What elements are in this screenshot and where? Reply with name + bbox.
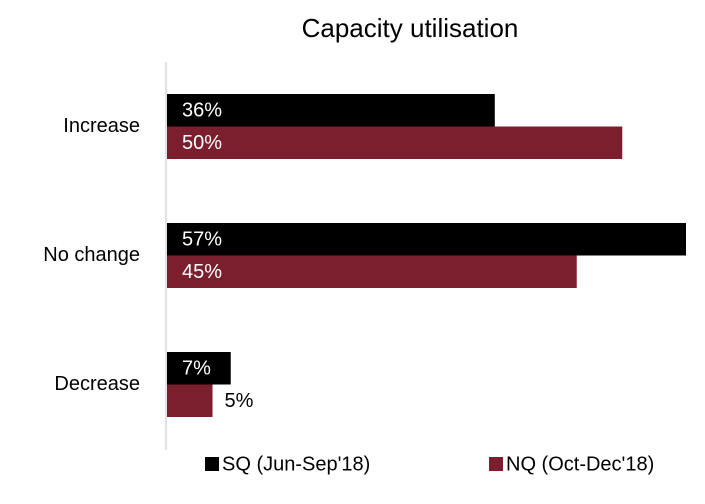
bar	[167, 223, 686, 256]
bar	[167, 255, 577, 288]
data-label: 57%	[182, 229, 222, 251]
chart-title: Capacity utilisation	[302, 13, 519, 43]
data-label: 50%	[182, 132, 222, 154]
data-label: 36%	[182, 100, 222, 122]
y-tick-label: Increase	[63, 115, 140, 137]
bar	[167, 94, 495, 127]
bar	[167, 384, 213, 417]
y-tick-label: Decrease	[54, 373, 140, 395]
y-tick-label: No change	[43, 244, 140, 266]
legend-label: SQ (Jun-Sep'18)	[222, 453, 370, 475]
bar	[167, 352, 231, 385]
legend-swatch	[489, 457, 503, 471]
data-label: 7%	[182, 358, 211, 380]
bar	[167, 126, 623, 159]
legend-swatch	[205, 457, 219, 471]
data-label: 45%	[182, 261, 222, 283]
legend-label: NQ (Oct-Dec'18)	[506, 453, 654, 475]
data-label: 5%	[225, 390, 254, 412]
